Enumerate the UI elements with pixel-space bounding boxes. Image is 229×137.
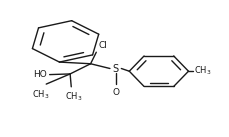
Text: CH$_3$: CH$_3$ <box>194 65 212 77</box>
Text: Cl: Cl <box>98 41 107 50</box>
Text: CH$_3$: CH$_3$ <box>32 88 49 101</box>
Text: O: O <box>112 88 119 97</box>
Text: CH$_3$: CH$_3$ <box>65 91 82 103</box>
Text: HO: HO <box>34 70 47 79</box>
Text: S: S <box>113 64 119 73</box>
